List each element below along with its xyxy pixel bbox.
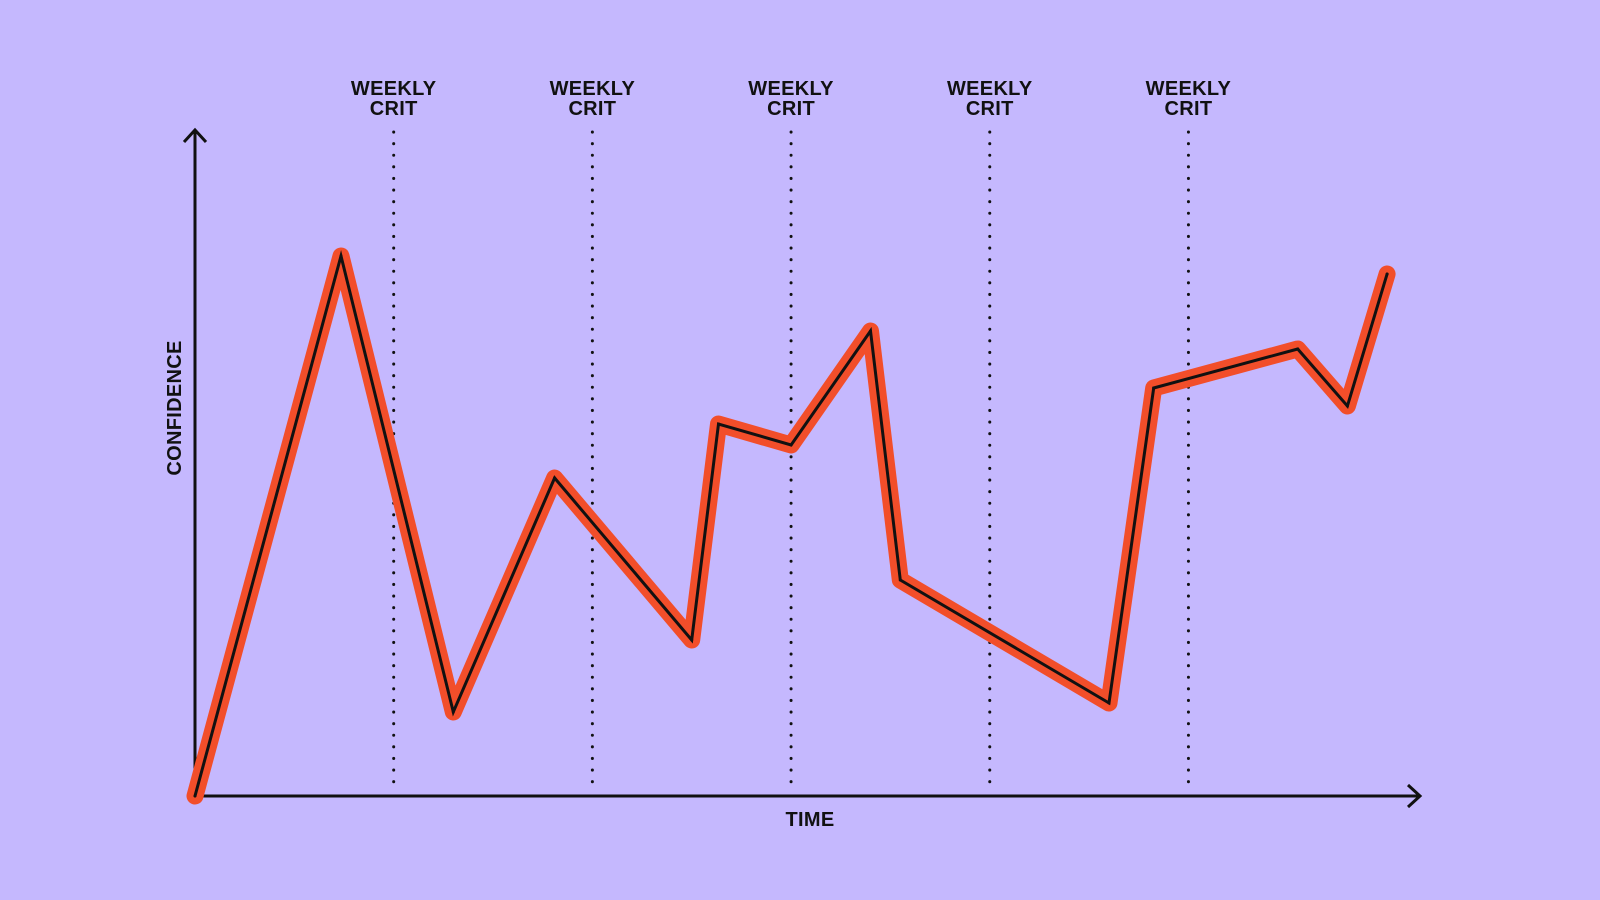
y-axis-label: CONFIDENCE <box>164 340 186 475</box>
weekly-crit-label-line2: CRIT <box>1165 98 1213 120</box>
data-point <box>339 254 343 258</box>
weekly-crit-label-line1: WEEKLY <box>947 78 1033 100</box>
confidence-line <box>193 250 1389 798</box>
data-point <box>898 578 902 582</box>
data-point <box>1345 404 1349 408</box>
data-point <box>690 638 694 642</box>
x-axis-arrow <box>1406 783 1423 809</box>
data-point <box>1385 272 1389 276</box>
weekly-crit-label-line2: CRIT <box>568 98 616 120</box>
weekly-crit-label-line1: WEEKLY <box>1146 78 1232 100</box>
data-point <box>451 710 455 714</box>
weekly-crit-label-line2: CRIT <box>370 98 418 120</box>
axes <box>182 127 1423 809</box>
data-points <box>193 254 1389 798</box>
data-point <box>193 794 197 798</box>
data-point <box>789 443 793 447</box>
weekly-crit-label-line2: CRIT <box>966 98 1014 120</box>
weekly-crit-markers: WEEKLYCRITWEEKLYCRITWEEKLYCRITWEEKLYCRIT… <box>351 78 1232 792</box>
x-axis-label: TIME <box>786 809 835 831</box>
y-axis-arrow <box>182 127 208 144</box>
series-layer <box>186 247 1396 805</box>
data-point <box>1152 386 1156 390</box>
data-point <box>553 476 557 480</box>
weekly-crit-label-line1: WEEKLY <box>748 78 834 100</box>
weekly-crit-label-line1: WEEKLY <box>550 78 636 100</box>
data-point <box>869 329 873 333</box>
weekly-crit-label-line2: CRIT <box>767 98 815 120</box>
weekly-crit-label-line1: WEEKLY <box>351 78 437 100</box>
data-point <box>717 422 721 426</box>
data-point <box>1296 347 1300 351</box>
data-point <box>1107 701 1111 705</box>
